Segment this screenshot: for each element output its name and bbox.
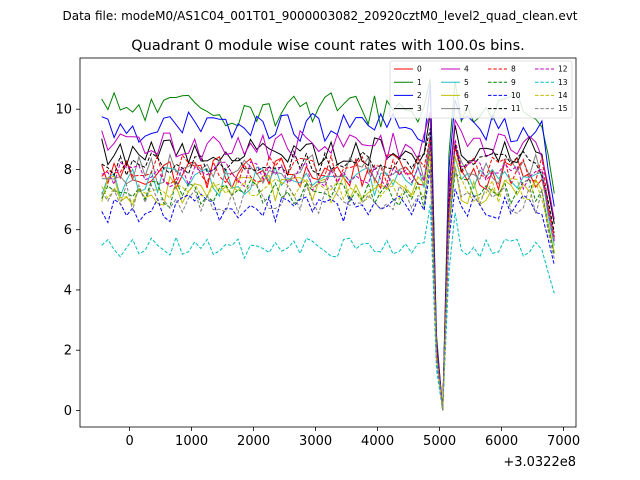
axes-frame xyxy=(79,57,577,428)
legend-label-11: 11 xyxy=(511,104,521,113)
legend-label-15: 15 xyxy=(558,104,568,113)
legend-label-6: 6 xyxy=(464,91,469,100)
x-tick-label: 4000 xyxy=(361,434,394,449)
chart-title: Quadrant 0 module wise count rates with … xyxy=(131,38,525,54)
series-line-9 xyxy=(101,148,555,411)
series-line-7 xyxy=(101,132,555,411)
y-tick-label: 0 xyxy=(64,404,72,419)
x-tick-label: 7000 xyxy=(547,434,580,449)
legend-label-1: 1 xyxy=(417,78,422,87)
legend-label-7: 7 xyxy=(464,104,469,113)
suptitle: Data file: modeM0/AS1C04_001T01_90000030… xyxy=(62,9,577,23)
legend-label-0: 0 xyxy=(417,65,422,74)
x-tick-label: 0 xyxy=(125,434,133,449)
legend-label-12: 12 xyxy=(558,65,568,74)
series-line-15 xyxy=(101,166,555,411)
x-tick-label: 5000 xyxy=(423,434,456,449)
y-tick-label: 10 xyxy=(55,103,72,118)
legend-label-5: 5 xyxy=(464,78,469,87)
y-tick-label: 2 xyxy=(64,344,72,359)
series-line-4 xyxy=(101,111,555,411)
y-tick-label: 8 xyxy=(64,163,72,178)
y-axis: 0 2 4 6 8 10 xyxy=(55,103,80,419)
series-line-8 xyxy=(101,137,555,411)
series-line-0 xyxy=(101,137,555,411)
series-line-13 xyxy=(101,204,555,411)
x-tick-label: 1000 xyxy=(175,434,208,449)
x-offset-label: +3.0322e8 xyxy=(503,455,576,470)
legend-label-10: 10 xyxy=(511,91,521,100)
legend-label-3: 3 xyxy=(417,104,422,113)
legend-label-9: 9 xyxy=(511,78,516,87)
series-line-12 xyxy=(101,139,555,411)
x-tick-label: 2000 xyxy=(237,434,270,449)
legend-label-14: 14 xyxy=(558,91,568,100)
series-line-14 xyxy=(101,152,555,411)
series-line-2 xyxy=(101,83,555,411)
series-layer xyxy=(101,78,555,411)
legend-label-4: 4 xyxy=(464,65,469,74)
legend-label-8: 8 xyxy=(511,65,516,74)
x-tick-label: 6000 xyxy=(485,434,518,449)
y-tick-label: 6 xyxy=(64,223,72,238)
legend-frame xyxy=(389,60,573,119)
series-line-11 xyxy=(101,128,555,411)
legend-label-2: 2 xyxy=(417,91,422,100)
x-tick-label: 3000 xyxy=(299,434,332,449)
legend-label-13: 13 xyxy=(558,78,568,87)
x-axis: 0 1000 2000 3000 4000 5000 6000 7000 xyxy=(125,427,580,449)
series-line-6 xyxy=(101,148,555,411)
y-tick-label: 4 xyxy=(64,283,72,298)
